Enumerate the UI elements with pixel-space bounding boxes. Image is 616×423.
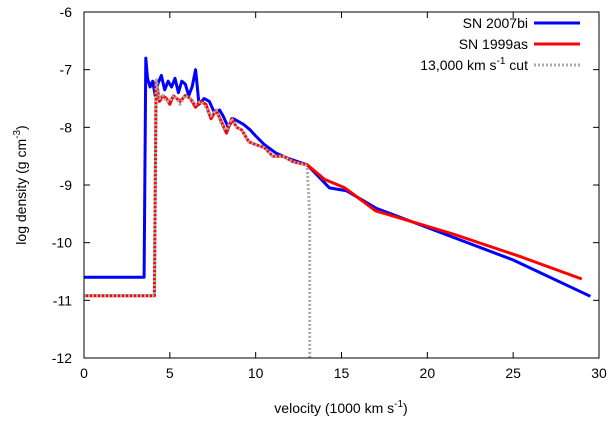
x-axis-label-sup: -1	[394, 399, 403, 410]
y-tick-label: -11	[53, 292, 72, 308]
legend: SN 2007bi SN 1999as 13,000 km s-1 cut	[420, 15, 580, 73]
legend-label-cut-sup: -1	[497, 56, 506, 67]
x-tick-label: 5	[166, 365, 174, 381]
y-tick-label: -7	[60, 62, 73, 78]
y-axis-label-sup: -3	[12, 130, 23, 139]
y-axis-label: log density (g cm-3)	[12, 125, 29, 244]
legend-label-sn2007bi: SN 2007bi	[463, 15, 528, 31]
y-tick-label: -6	[60, 4, 73, 20]
series-line-13000-cut	[84, 76, 312, 358]
y-tick-label: -12	[52, 350, 72, 366]
series-line-sn2007bi	[84, 56, 592, 298]
x-tick-label: 30	[591, 365, 607, 381]
y-tick-label: -8	[60, 119, 73, 135]
x-tick-label: 15	[334, 365, 350, 381]
legend-label-cut: 13,000 km s-1 cut	[420, 56, 528, 73]
x-axis-label: velocity (1000 km s-1)	[274, 399, 407, 416]
legend-label-sn1999as: SN 1999as	[459, 36, 528, 52]
x-tick-label: 20	[420, 365, 436, 381]
series-layer	[84, 56, 592, 358]
tick-labels: 0 5 10 15 20 25 30 -12 -11 -10 -9 -8 -7 -6	[52, 4, 607, 381]
x-tick-label: 10	[248, 365, 264, 381]
y-tick-label: -10	[52, 235, 72, 251]
y-tick-label: -9	[60, 177, 73, 193]
x-tick-label: 25	[505, 365, 521, 381]
x-tick-label: 0	[80, 365, 88, 381]
plot-frame	[83, 11, 600, 359]
